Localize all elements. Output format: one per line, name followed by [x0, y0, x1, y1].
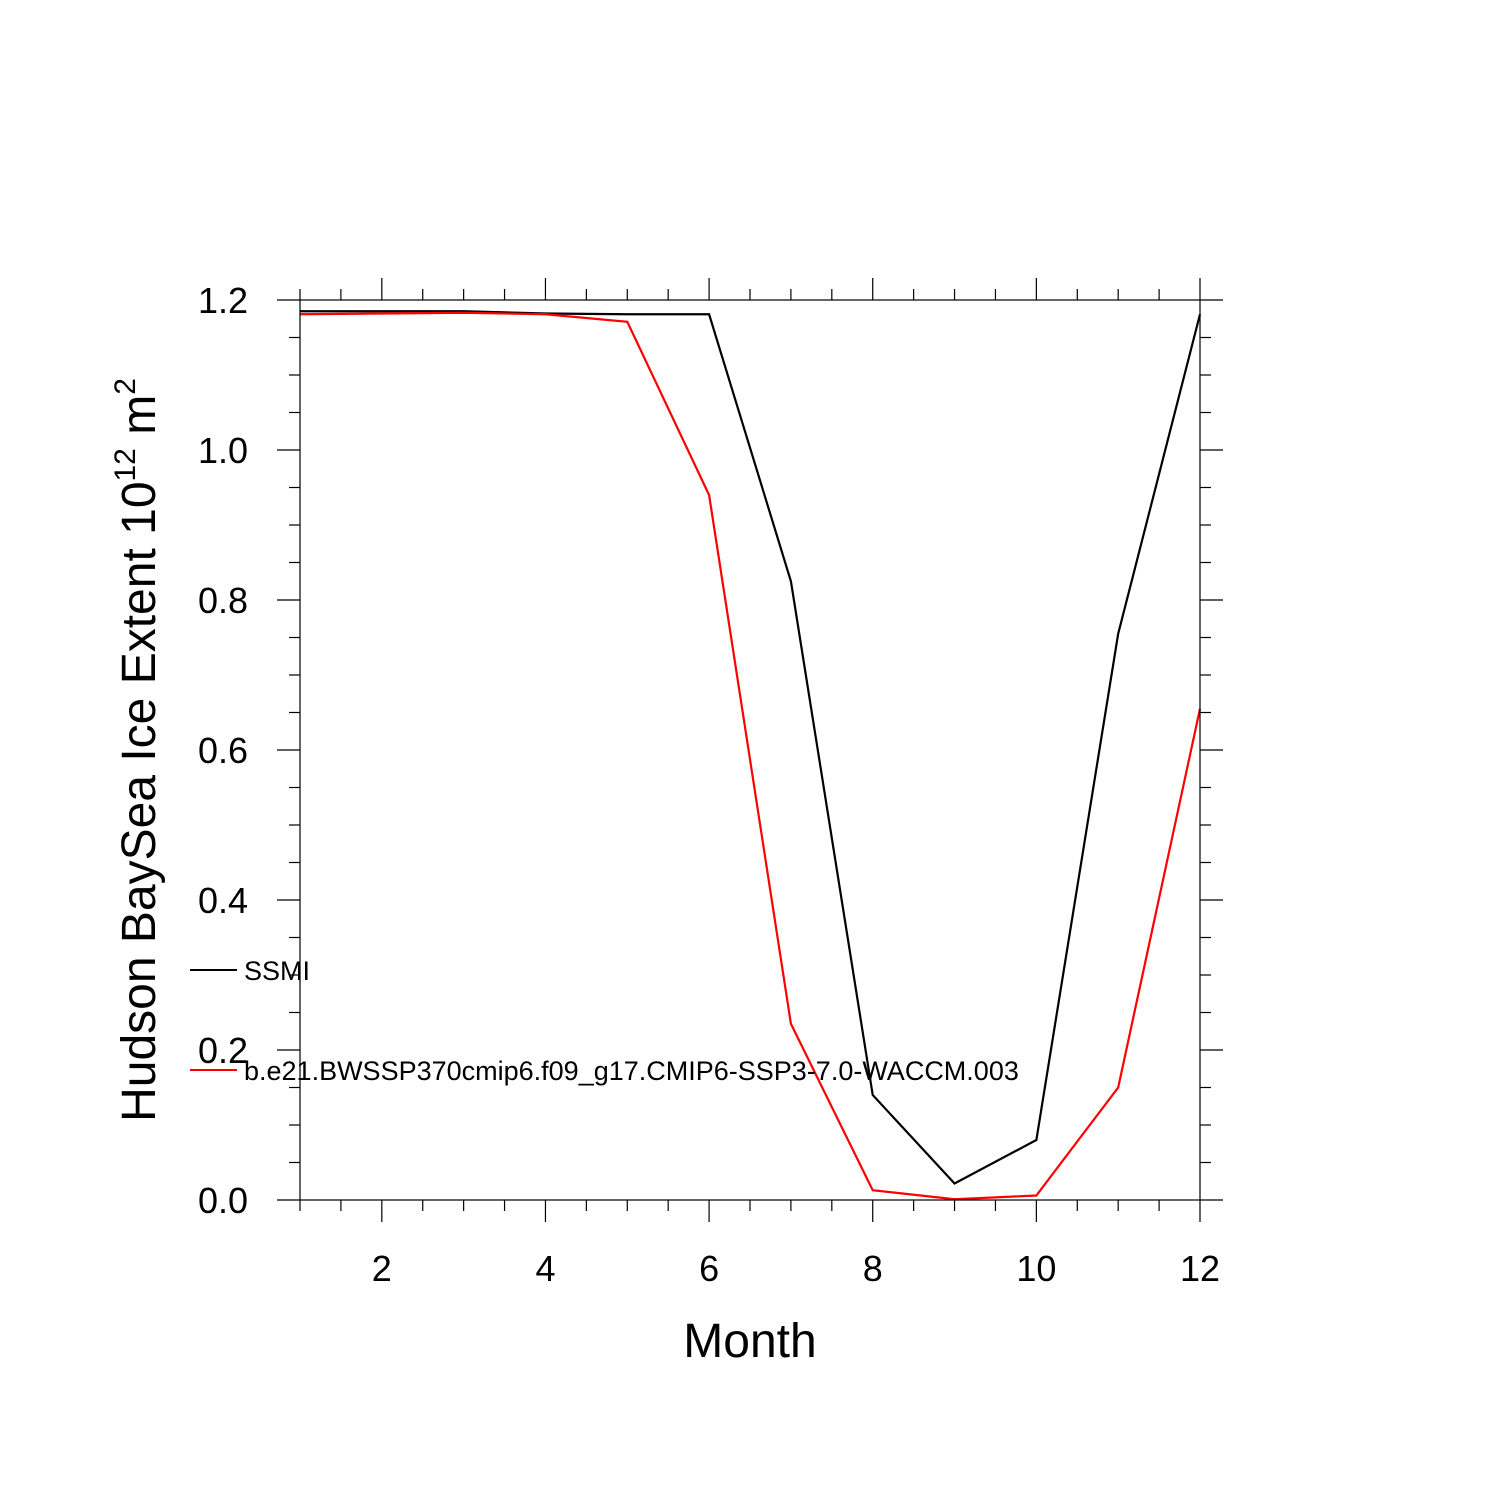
y-tick-label: 0.6: [198, 730, 248, 771]
y-axis-title-exponent: 12: [109, 448, 142, 481]
axis-ticks: [277, 278, 1223, 1222]
y-tick-label: 0.4: [198, 880, 248, 921]
y-axis-title-unit-exponent: 2: [109, 378, 142, 395]
y-tick-label: 0.0: [198, 1180, 248, 1221]
x-tick-label: 2: [372, 1248, 392, 1289]
x-tick-label: 8: [863, 1248, 883, 1289]
x-tick-label: 6: [699, 1248, 719, 1289]
series-line-model: [299, 311, 1202, 1201]
x-tick-label: 12: [1180, 1248, 1220, 1289]
legend: SSMI b.e21.BWSSP370cmip6.f09_g17.CMIP6-S…: [190, 956, 1019, 1086]
y-axis-title-prefix: Hudson BaySea Ice Extent 10: [113, 481, 166, 1121]
x-axis-title: Month: [683, 1315, 816, 1368]
x-tick-label: 10: [1016, 1248, 1056, 1289]
legend-label-ssmi: SSMI: [244, 956, 310, 986]
y-axis-title-unit: m: [113, 395, 166, 448]
plot-frame: [299, 299, 1201, 1201]
series-lines: [299, 310, 1202, 1201]
x-tick-label: 4: [535, 1248, 555, 1289]
y-axis-title: Hudson BaySea Ice Extent 1012 m2: [109, 378, 166, 1122]
tick-labels: 2 4 6 8 10 12 0.0 0.2 0.4 0.6 0.8 1.0 1.2: [198, 280, 1220, 1289]
y-tick-label: 1.0: [198, 430, 248, 471]
y-tick-label: 0.8: [198, 580, 248, 621]
y-tick-label: 1.2: [198, 280, 248, 321]
series-line-ssmi: [300, 310, 1202, 1185]
legend-label-model: b.e21.BWSSP370cmip6.f09_g17.CMIP6-SSP3-7…: [244, 1056, 1019, 1086]
y-tick-label: 0.2: [198, 1030, 248, 1071]
